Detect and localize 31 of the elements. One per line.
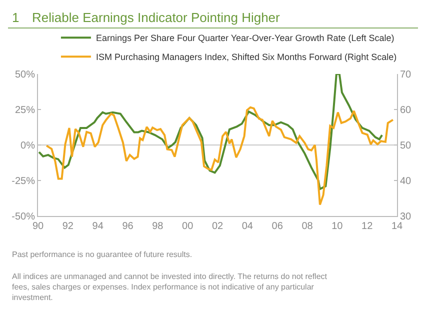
x-tick-label: 08 <box>302 221 314 232</box>
text: 1 <box>12 10 20 25</box>
y2-tick-label: 70 <box>400 70 412 80</box>
chart-title: Reliable Earnings Indicator Pointing Higher <box>32 10 281 25</box>
text: Past performance is no guarantee of future results. <box>12 250 192 259</box>
x-tick-label: 06 <box>272 221 284 232</box>
line-series <box>38 74 384 190</box>
x-tick-label: 98 <box>152 221 164 232</box>
y2-tick-label: 30 <box>400 212 412 222</box>
y2-tick-label: 40 <box>400 176 412 187</box>
y-tick-label: 0% <box>20 140 36 152</box>
x-tick-label: 02 <box>212 221 224 232</box>
y2-tick-label: 50 <box>400 140 412 152</box>
x-tick-label: 94 <box>92 221 104 232</box>
text: All indices are unmanaged and cannot be invested into directly. The returns do not reflect fees, sales charges or expenses. Index performance is not indicative of any particular investment. <box>12 272 328 302</box>
y-tick-label: -25% <box>12 176 36 187</box>
y-tick-label: 50% <box>14 70 36 80</box>
x-tick-label: 92 <box>62 221 74 232</box>
y-tick-label: -50% <box>12 212 36 222</box>
line-series <box>46 106 394 206</box>
x-tick-label: 04 <box>242 221 254 232</box>
legend-label: ISM Purchasing Managers Index, Shifted Six Months Forward (Right Scale) <box>96 52 397 62</box>
legend-label: Earnings Per Share Four Quarter Year-Over-Year Growth Rate (Left Scale) <box>96 33 394 44</box>
x-tick-label: 10 <box>332 221 344 232</box>
x-tick-label: 14 <box>391 221 403 232</box>
x-tick-label: 96 <box>122 221 134 232</box>
y-tick-label: 25% <box>14 105 36 116</box>
x-tick-label: 12 <box>362 221 374 232</box>
x-tick-label: 90 <box>32 221 44 232</box>
x-tick-label: 00 <box>182 221 194 232</box>
y2-tick-label: 60 <box>400 105 412 116</box>
